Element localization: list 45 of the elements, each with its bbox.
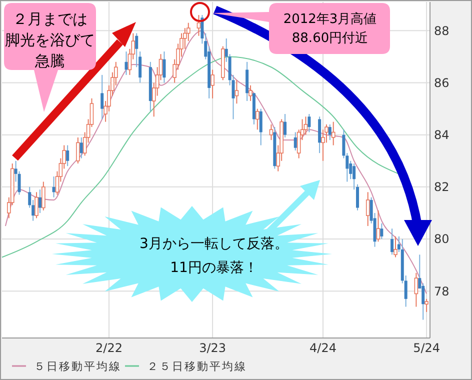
candlestick: [246, 61, 249, 102]
candlestick: [100, 74, 104, 120]
candlestick: [331, 121, 336, 146]
candlestick: [34, 192, 38, 219]
annotation: 2012年3月高値88.60円付近: [283, 11, 377, 46]
candlestick: [328, 124, 332, 141]
candlestick: [38, 189, 42, 214]
candlestick: [256, 108, 260, 130]
candlestick: [80, 136, 83, 159]
y-tick-label: 78: [434, 284, 450, 298]
legend-label: ５日移動平均線: [34, 360, 122, 373]
candlestick: [366, 192, 370, 226]
legend-label: ２５日移動平均線: [147, 360, 247, 373]
candlestick: [394, 236, 398, 258]
candlestick: [376, 210, 380, 242]
candlestick: [380, 222, 384, 240]
y-tick-label: 84: [434, 128, 450, 142]
annotation: 3月から一転して反落。11円の暴落！: [140, 236, 288, 276]
candlestick: [196, 14, 201, 36]
x-tick-label: 3/23: [199, 341, 226, 355]
y-tick-label: 86: [434, 76, 450, 90]
y-tick-label: 80: [434, 232, 450, 246]
candlestick: [66, 144, 70, 167]
candlestick: [248, 84, 252, 102]
candlestick: [42, 181, 46, 211]
candlestick: [414, 272, 418, 308]
candlestick: [284, 114, 287, 138]
x-tick-label: 2/22: [96, 341, 122, 355]
candlestick: [210, 69, 214, 99]
candlestick: [162, 50, 166, 84]
candlestick: [234, 80, 239, 104]
annotation: ２月までは脚光を浴びて急騰: [5, 10, 95, 70]
x-tick-label: 5/24: [413, 341, 440, 355]
y-tick-label: 88: [434, 24, 450, 38]
candlestick: [390, 228, 394, 256]
candlestick: [318, 116, 322, 154]
candlestick: [124, 50, 128, 76]
candlestick: [76, 136, 80, 164]
candlestick: [269, 124, 274, 141]
candlestick: [294, 132, 297, 151]
x-tick-label: 4/24: [310, 341, 336, 355]
candlestick: [52, 176, 56, 198]
candlestick: [259, 108, 262, 146]
y-tick-label: 82: [434, 180, 450, 194]
candlestick: [308, 114, 311, 133]
